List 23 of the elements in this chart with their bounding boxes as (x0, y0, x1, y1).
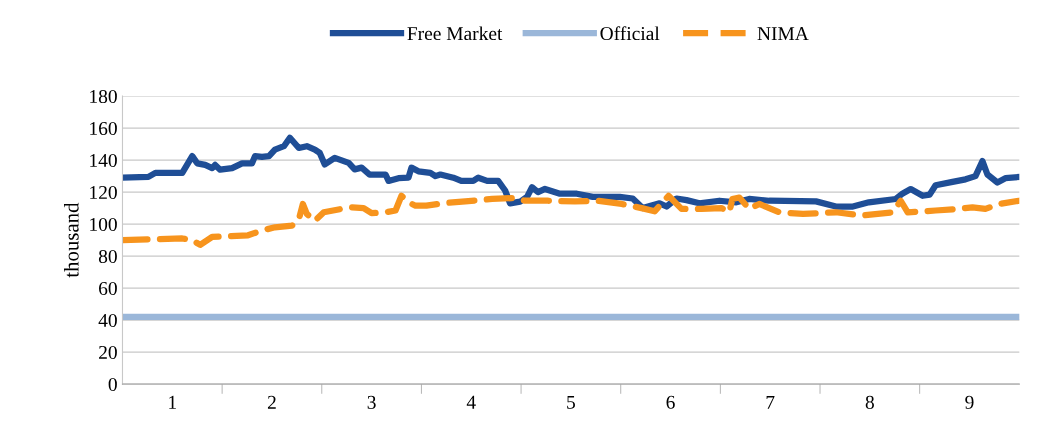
x-tick-label: 1 (169, 395, 176, 409)
y-tick-label: 0 (108, 377, 117, 392)
y-tick-label: 120 (90, 185, 117, 200)
y-tick-label: 140 (90, 153, 117, 168)
x-tick-label: 9 (965, 395, 974, 409)
legend-label: Free Market (407, 26, 503, 41)
x-tick-label: 3 (367, 395, 376, 409)
y-tick-label: 180 (90, 89, 117, 104)
x-tick-label: 8 (865, 395, 874, 409)
x-tick-label: 4 (466, 395, 476, 409)
y-axis-title: thousand (64, 202, 79, 278)
x-tick-label: 2 (267, 395, 276, 409)
legend-label: Official (600, 26, 660, 41)
y-tick-label: 100 (90, 217, 117, 232)
x-tick-label: 5 (567, 395, 575, 409)
y-tick-label: 20 (99, 345, 117, 360)
y-tick-label: 160 (90, 121, 117, 136)
x-tick-label: 6 (666, 395, 675, 409)
x-tick-label: 7 (766, 395, 775, 409)
legend-label: NIMA (757, 27, 809, 40)
y-tick-label: 60 (99, 281, 117, 296)
y-tick-label: 80 (98, 249, 117, 264)
y-tick-label: 40 (98, 313, 117, 328)
